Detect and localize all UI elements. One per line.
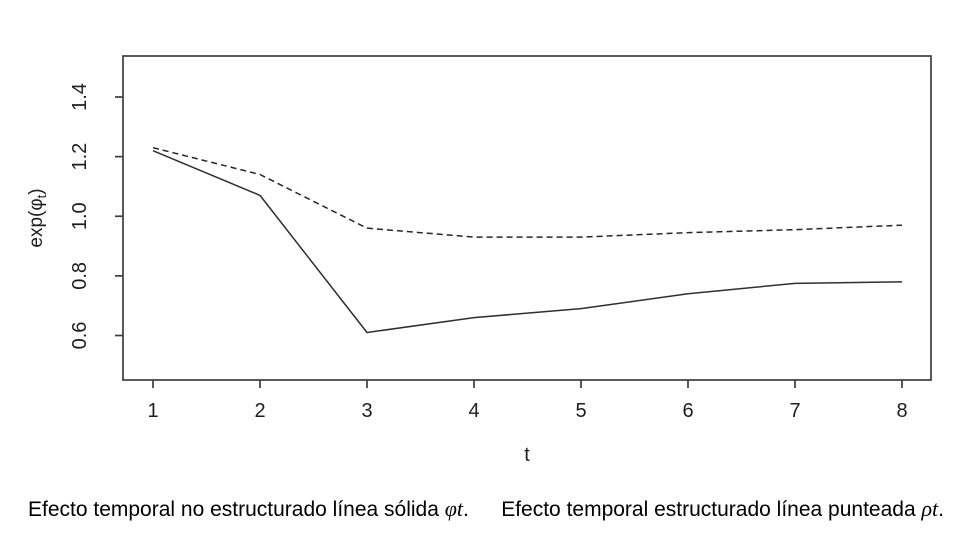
caption-left-math: φt (444, 496, 464, 521)
x-tick-label: 7 (789, 400, 800, 422)
y-tick-label: 1.0 (69, 202, 91, 230)
plot-box (122, 55, 932, 381)
caption-left: Efecto temporal no estructurado línea só… (28, 495, 469, 523)
x-tick-label: 8 (896, 400, 907, 422)
caption-left-period: . (463, 498, 469, 521)
x-tick-label: 6 (682, 400, 693, 422)
y-tick-label: 1.4 (69, 83, 91, 111)
x-axis-title: t (524, 444, 530, 466)
y-tick-label: 0.8 (69, 262, 91, 290)
caption-left-text: Efecto temporal no estructurado línea só… (28, 498, 445, 521)
caption-right: Efecto temporal estructurado línea punte… (501, 495, 944, 523)
x-tick-label: 2 (254, 400, 265, 422)
x-tick-label: 3 (361, 400, 372, 422)
x-tick-label: 4 (468, 400, 479, 422)
y-tick-label: 0.6 (69, 322, 91, 350)
x-tick-label: 1 (147, 400, 158, 422)
caption-right-math: ρt (921, 496, 939, 521)
y-axis-title: exp(φt) (26, 188, 49, 247)
caption-right-text: Efecto temporal estructurado línea punte… (501, 498, 922, 521)
series-line-solid (152, 149, 903, 334)
x-tick-label: 5 (575, 400, 586, 422)
y-tick-label: 1.2 (69, 143, 91, 171)
series-line-dashed (152, 146, 903, 238)
caption-right-period: . (938, 498, 944, 521)
figure-captions: Efecto temporal no estructurado línea só… (0, 495, 968, 523)
line-chart: 1 2 3 4 5 6 7 8 0.6 0.8 1.0 1.2 1.4 exp(φt) t (26, 55, 932, 466)
